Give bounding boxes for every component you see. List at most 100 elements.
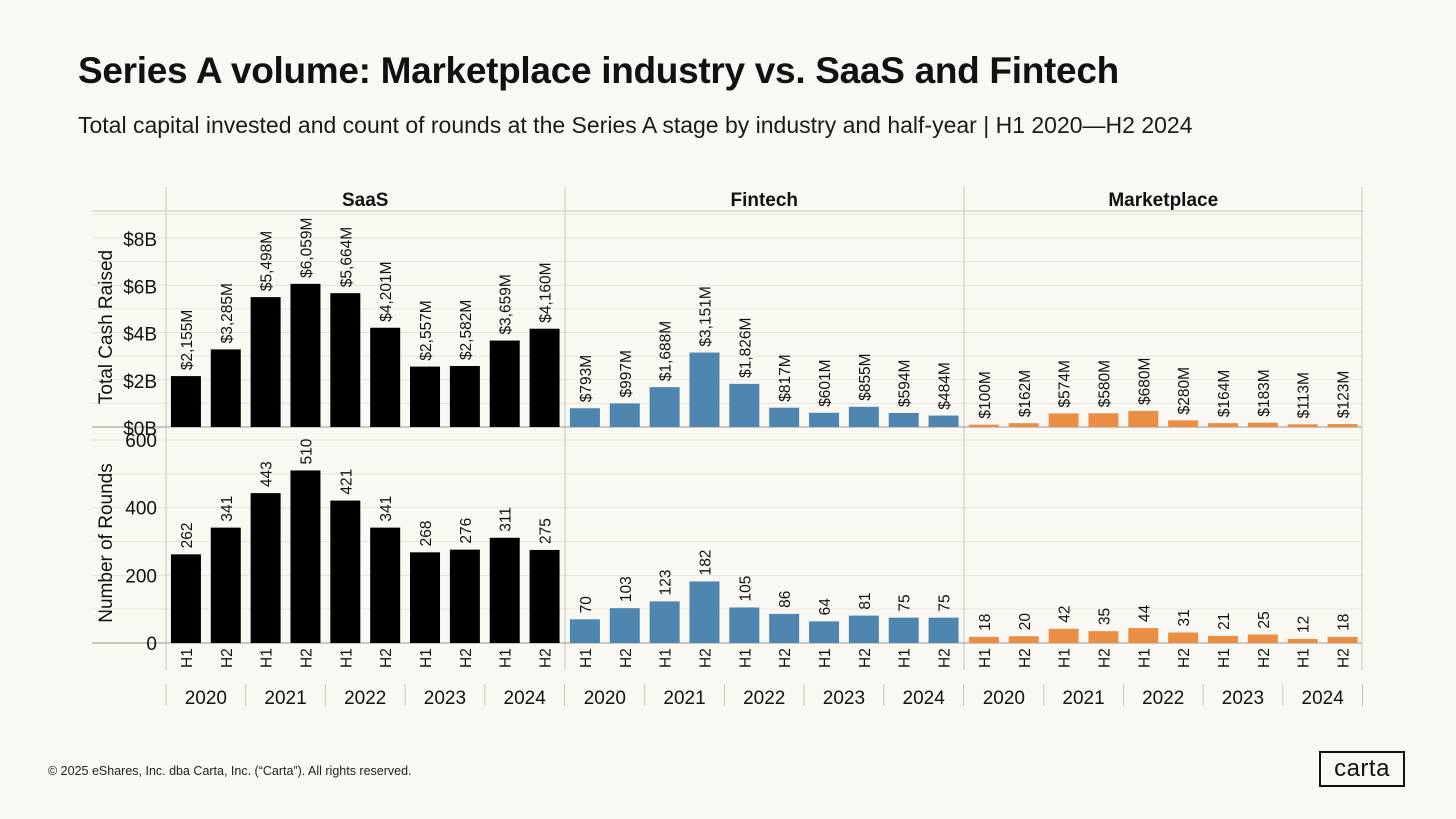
cash-data-label: $997M — [618, 350, 635, 397]
rounds-bar — [848, 615, 879, 643]
rounds-bar — [888, 617, 919, 643]
rounds-bar — [330, 500, 361, 643]
year-label: 2020 — [584, 688, 626, 709]
rounds-data-label: 42 — [1057, 606, 1074, 623]
panel-header: Marketplace — [1108, 190, 1218, 211]
cash-axis-title: Total Cash Raised — [96, 250, 117, 404]
half-tick-label: H2 — [857, 648, 874, 668]
cash-bar — [370, 327, 401, 427]
half-tick-label: H2 — [298, 648, 315, 668]
rounds-data-label: 31 — [1176, 609, 1193, 626]
half-tick-label: H1 — [498, 648, 515, 668]
year-label: 2021 — [1062, 688, 1104, 709]
year-label: 2020 — [983, 688, 1025, 709]
cash-data-label: $6,059M — [298, 218, 315, 278]
half-tick-label: H1 — [737, 648, 754, 668]
cash-bar — [1128, 410, 1159, 427]
cash-data-label: $1,688M — [658, 321, 675, 381]
cash-data-label: $113M — [1296, 372, 1313, 418]
copyright-footer: © 2025 eShares, Inc. dba Carta, Inc. (“C… — [48, 764, 412, 778]
cash-data-label: $2,582M — [458, 300, 475, 360]
year-label: 2020 — [185, 688, 227, 709]
cash-data-label: $2,155M — [179, 310, 196, 370]
half-tick-label: H1 — [338, 648, 355, 668]
rounds-bar — [529, 549, 560, 643]
half-tick-label: H2 — [1336, 648, 1353, 668]
half-tick-label: H2 — [378, 648, 395, 668]
rounds-bar — [1327, 636, 1358, 643]
rounds-data-label: 20 — [1017, 613, 1034, 631]
cash-bar — [928, 415, 959, 427]
year-label: 2022 — [743, 688, 785, 709]
half-tick-label: H2 — [697, 648, 714, 668]
half-tick-label: H1 — [658, 648, 675, 668]
rounds-tick-label: 600 — [125, 431, 157, 452]
cash-data-label: $680M — [1136, 358, 1153, 405]
cash-bar — [250, 297, 281, 427]
cash-bar — [729, 383, 760, 427]
cash-data-label: $164M — [1216, 370, 1233, 417]
rounds-data-label: 12 — [1296, 616, 1313, 633]
rounds-bar — [1208, 635, 1239, 643]
rounds-bar — [1048, 628, 1079, 643]
rounds-tick-label: 0 — [146, 634, 157, 655]
rounds-bar — [689, 581, 720, 643]
cash-data-label: $280M — [1176, 367, 1193, 414]
rounds-bar — [410, 552, 441, 643]
rounds-data-label: 75 — [937, 594, 954, 611]
year-label: 2021 — [264, 688, 306, 709]
rounds-data-label: 81 — [857, 592, 874, 609]
cash-data-label: $5,664M — [338, 227, 355, 287]
rounds-data-label: 276 — [458, 518, 475, 544]
cash-data-label: $5,498M — [259, 231, 276, 291]
half-tick-label: H2 — [458, 648, 475, 668]
rounds-bar — [489, 537, 520, 643]
cash-bar — [290, 283, 321, 427]
half-tick-label: H2 — [937, 648, 954, 668]
rounds-data-label: 103 — [618, 576, 635, 602]
cash-bar — [649, 387, 680, 427]
cash-bar — [489, 340, 520, 427]
cash-tick-label: $4B — [123, 325, 157, 346]
cash-bar — [1168, 420, 1199, 427]
half-tick-label: H2 — [618, 648, 635, 668]
rounds-bar — [250, 493, 281, 643]
cash-data-label: $580M — [1096, 360, 1113, 407]
year-label: 2024 — [504, 688, 547, 709]
half-tick-label: H2 — [1176, 648, 1193, 668]
half-tick-label: H1 — [418, 648, 435, 668]
rounds-data-label: 443 — [259, 461, 276, 487]
chart-subtitle: Total capital invested and count of roun… — [78, 112, 1193, 138]
year-label: 2022 — [1142, 688, 1184, 709]
cash-data-label: $3,659M — [498, 274, 515, 334]
rounds-tick-label: 400 — [125, 499, 157, 520]
panel-header: Fintech — [730, 190, 798, 211]
cash-bar — [1247, 422, 1278, 427]
half-tick-label: H1 — [897, 648, 914, 668]
rounds-bar — [769, 613, 800, 643]
rounds-data-label: 311 — [498, 507, 515, 532]
half-tick-label: H1 — [977, 648, 994, 668]
rounds-data-label: 341 — [219, 496, 236, 522]
rounds-data-label: 25 — [1256, 611, 1273, 628]
rounds-bar — [1088, 631, 1119, 643]
carta-logo: carta — [1319, 751, 1405, 787]
rounds-data-label: 75 — [897, 594, 914, 611]
cash-bar — [1327, 424, 1358, 427]
half-tick-label: H2 — [538, 648, 555, 668]
cash-data-label: $162M — [1017, 370, 1034, 417]
cash-tick-label: $6B — [123, 277, 157, 298]
rounds-bar — [609, 608, 640, 643]
rounds-bar — [928, 617, 959, 643]
half-tick-label: H1 — [179, 648, 196, 668]
year-label: 2023 — [1222, 688, 1264, 709]
cash-bar — [609, 403, 640, 427]
cash-bar — [809, 412, 840, 427]
cash-data-label: $183M — [1256, 369, 1273, 416]
rounds-bar — [210, 527, 241, 643]
rounds-data-label: 64 — [817, 598, 834, 616]
chart-title: Series A volume: Marketplace industry vs… — [78, 50, 1119, 91]
cash-bar — [210, 349, 241, 427]
year-label: 2024 — [1302, 688, 1345, 709]
